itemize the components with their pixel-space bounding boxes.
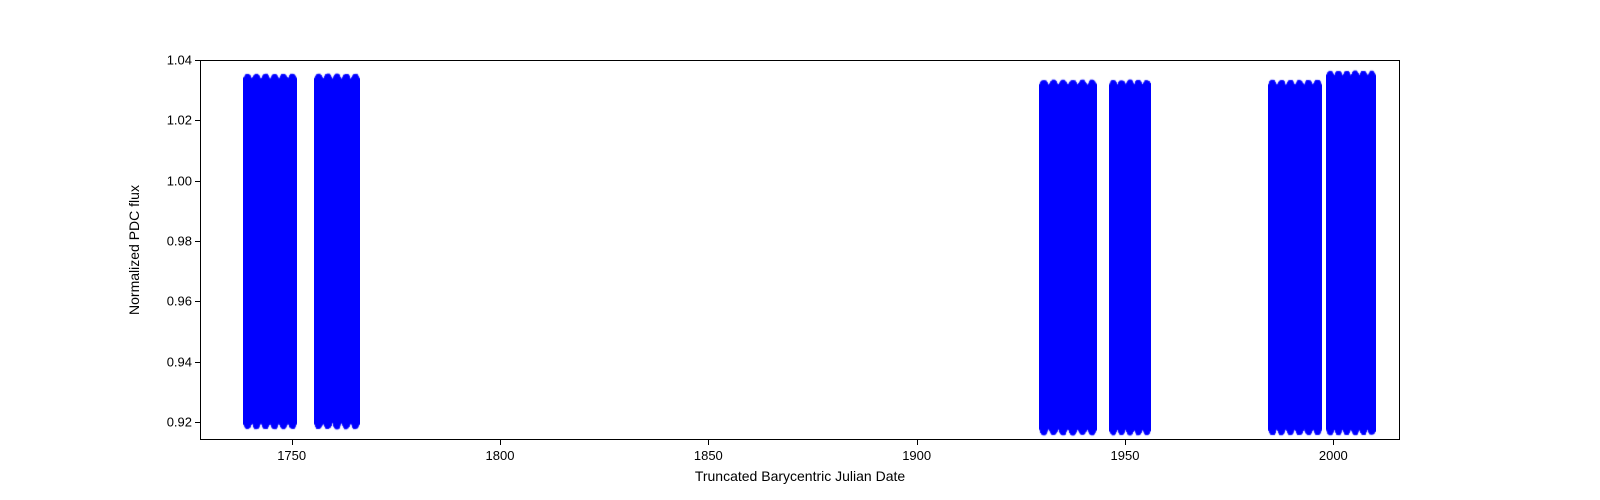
ytick bbox=[195, 241, 200, 242]
plot-axes bbox=[200, 60, 1400, 440]
scatter-canvas bbox=[1039, 61, 1097, 440]
figure: Normalized PDC flux Truncated Barycentri… bbox=[0, 0, 1600, 500]
xtick-label: 1850 bbox=[694, 448, 723, 463]
ytick-label: 0.92 bbox=[167, 414, 192, 429]
xtick bbox=[1333, 440, 1334, 445]
ytick-label: 0.96 bbox=[167, 294, 192, 309]
ytick bbox=[195, 120, 200, 121]
xtick-label: 2000 bbox=[1319, 448, 1348, 463]
ytick-label: 1.00 bbox=[167, 173, 192, 188]
xtick bbox=[708, 440, 709, 445]
xtick-label: 1750 bbox=[277, 448, 306, 463]
xtick bbox=[1125, 440, 1126, 445]
ytick-label: 0.98 bbox=[167, 233, 192, 248]
ytick bbox=[195, 181, 200, 182]
xtick bbox=[917, 440, 918, 445]
ytick-label: 0.94 bbox=[167, 354, 192, 369]
ytick bbox=[195, 362, 200, 363]
data-segment bbox=[243, 61, 297, 439]
ytick bbox=[195, 422, 200, 423]
ytick-label: 1.02 bbox=[167, 113, 192, 128]
data-segment bbox=[1109, 61, 1151, 439]
data-segment bbox=[1326, 61, 1376, 439]
xtick-label: 1900 bbox=[902, 448, 931, 463]
data-segment bbox=[314, 61, 360, 439]
scatter-canvas bbox=[243, 61, 297, 440]
xtick bbox=[500, 440, 501, 445]
y-axis-label: Normalized PDC flux bbox=[126, 185, 142, 315]
ytick bbox=[195, 60, 200, 61]
xtick-label: 1950 bbox=[1111, 448, 1140, 463]
scatter-canvas bbox=[314, 61, 360, 440]
scatter-canvas bbox=[1109, 61, 1151, 440]
xtick bbox=[292, 440, 293, 445]
ytick bbox=[195, 301, 200, 302]
x-axis-label: Truncated Barycentric Julian Date bbox=[695, 468, 905, 484]
scatter-canvas bbox=[1326, 61, 1376, 440]
data-segment bbox=[1268, 61, 1322, 439]
scatter-canvas bbox=[1268, 61, 1322, 440]
xtick-label: 1800 bbox=[486, 448, 515, 463]
ytick-label: 1.04 bbox=[167, 53, 192, 68]
data-segment bbox=[1039, 61, 1097, 439]
